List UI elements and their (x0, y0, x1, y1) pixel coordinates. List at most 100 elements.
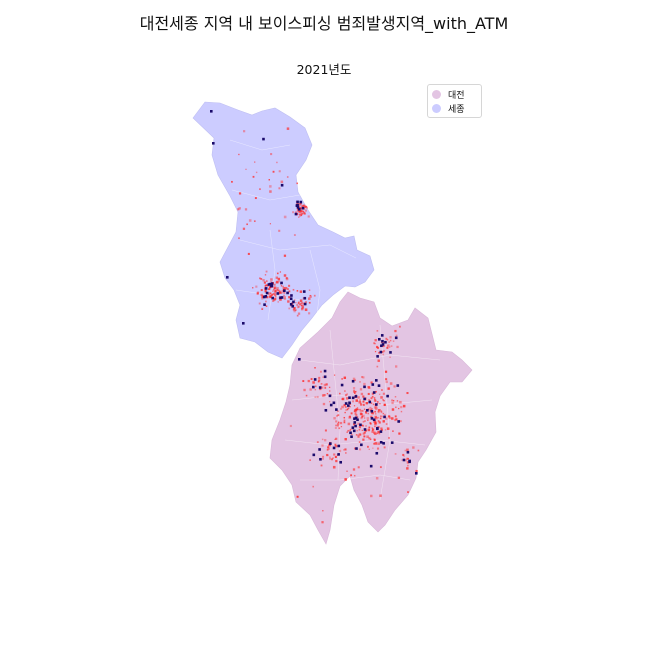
incident-marker (358, 401, 362, 404)
incident-marker (380, 396, 383, 399)
incident-marker (258, 302, 261, 305)
incident-marker (387, 345, 389, 347)
incident-marker (378, 409, 381, 412)
atm-marker (265, 291, 269, 295)
incident-marker (376, 330, 379, 332)
incident-marker (279, 298, 282, 301)
incident-marker (322, 455, 325, 458)
incident-marker (293, 306, 296, 310)
incident-marker (343, 449, 345, 451)
incident-marker (285, 277, 288, 279)
incident-marker (400, 410, 403, 413)
incident-marker (302, 304, 304, 307)
incident-marker (353, 423, 356, 426)
incident-marker (333, 374, 336, 376)
atm-marker (295, 204, 299, 207)
incident-marker (269, 223, 272, 225)
incident-marker (374, 404, 378, 408)
incident-marker (370, 415, 373, 418)
atm-marker (353, 421, 357, 424)
incident-marker (328, 443, 331, 447)
incident-marker (381, 351, 384, 353)
incident-marker (357, 396, 360, 399)
incident-marker (278, 170, 281, 173)
incident-marker (301, 204, 304, 208)
incident-marker (347, 422, 351, 426)
incident-marker (384, 429, 387, 431)
atm-marker (376, 355, 379, 358)
incident-marker (282, 285, 284, 287)
atm-marker (270, 284, 274, 287)
incident-marker (273, 293, 277, 296)
incident-marker (368, 398, 370, 401)
incident-marker (382, 412, 385, 415)
incident-marker (265, 289, 267, 291)
atm-marker (375, 451, 379, 455)
atm-marker (380, 344, 383, 348)
incident-marker (283, 274, 287, 277)
incident-marker (374, 342, 376, 345)
incident-marker (299, 290, 303, 293)
incident-marker (389, 356, 391, 359)
incident-marker (303, 211, 306, 214)
atm-marker (292, 300, 295, 304)
atm-marker (372, 418, 376, 422)
incident-marker (388, 341, 391, 343)
atm-marker (383, 415, 386, 419)
incident-marker (275, 276, 278, 279)
incident-marker (397, 476, 401, 479)
incident-marker (371, 395, 374, 398)
incident-marker (331, 458, 333, 461)
atm-marker (377, 384, 381, 387)
atm-marker (276, 292, 280, 295)
incident-marker (299, 299, 303, 302)
atm-marker (303, 302, 307, 306)
incident-marker (344, 438, 347, 441)
atm-marker (270, 282, 274, 285)
incident-marker (294, 309, 297, 311)
incident-marker (268, 287, 271, 290)
atm-marker (348, 401, 351, 405)
atm-marker (384, 340, 387, 344)
incident-marker (394, 418, 397, 422)
incident-marker (273, 287, 276, 290)
incident-marker (339, 421, 343, 425)
incident-marker (272, 300, 274, 302)
incident-marker (343, 416, 346, 419)
incident-marker (378, 421, 381, 424)
incident-marker (277, 277, 281, 281)
incident-marker (343, 376, 347, 379)
incident-marker (398, 325, 401, 328)
incident-marker (362, 438, 365, 441)
incident-marker (320, 464, 323, 467)
incident-marker (358, 426, 362, 429)
incident-marker (321, 386, 324, 389)
incident-marker (391, 399, 393, 402)
incident-marker (324, 439, 327, 442)
incident-marker (237, 208, 240, 211)
atm-marker (351, 426, 355, 429)
incident-marker (399, 420, 402, 423)
atm-marker (332, 401, 336, 405)
incident-marker (309, 459, 311, 461)
incident-marker (295, 211, 298, 214)
incident-marker (394, 396, 397, 398)
atm-marker (302, 290, 306, 293)
incident-marker (376, 447, 380, 450)
incident-marker (278, 290, 282, 294)
incident-marker (338, 392, 341, 395)
incident-marker (279, 291, 282, 294)
atm-marker (280, 296, 284, 299)
incident-marker (286, 176, 289, 178)
incident-marker (299, 210, 302, 213)
incident-marker (406, 461, 410, 464)
incident-marker (369, 406, 372, 409)
incident-marker (376, 432, 378, 435)
incident-marker (298, 213, 301, 216)
incident-marker (252, 175, 255, 178)
incident-marker (349, 429, 351, 431)
incident-marker (260, 293, 263, 297)
incident-marker (365, 411, 367, 413)
incident-marker (299, 303, 302, 306)
incident-marker (380, 415, 382, 417)
